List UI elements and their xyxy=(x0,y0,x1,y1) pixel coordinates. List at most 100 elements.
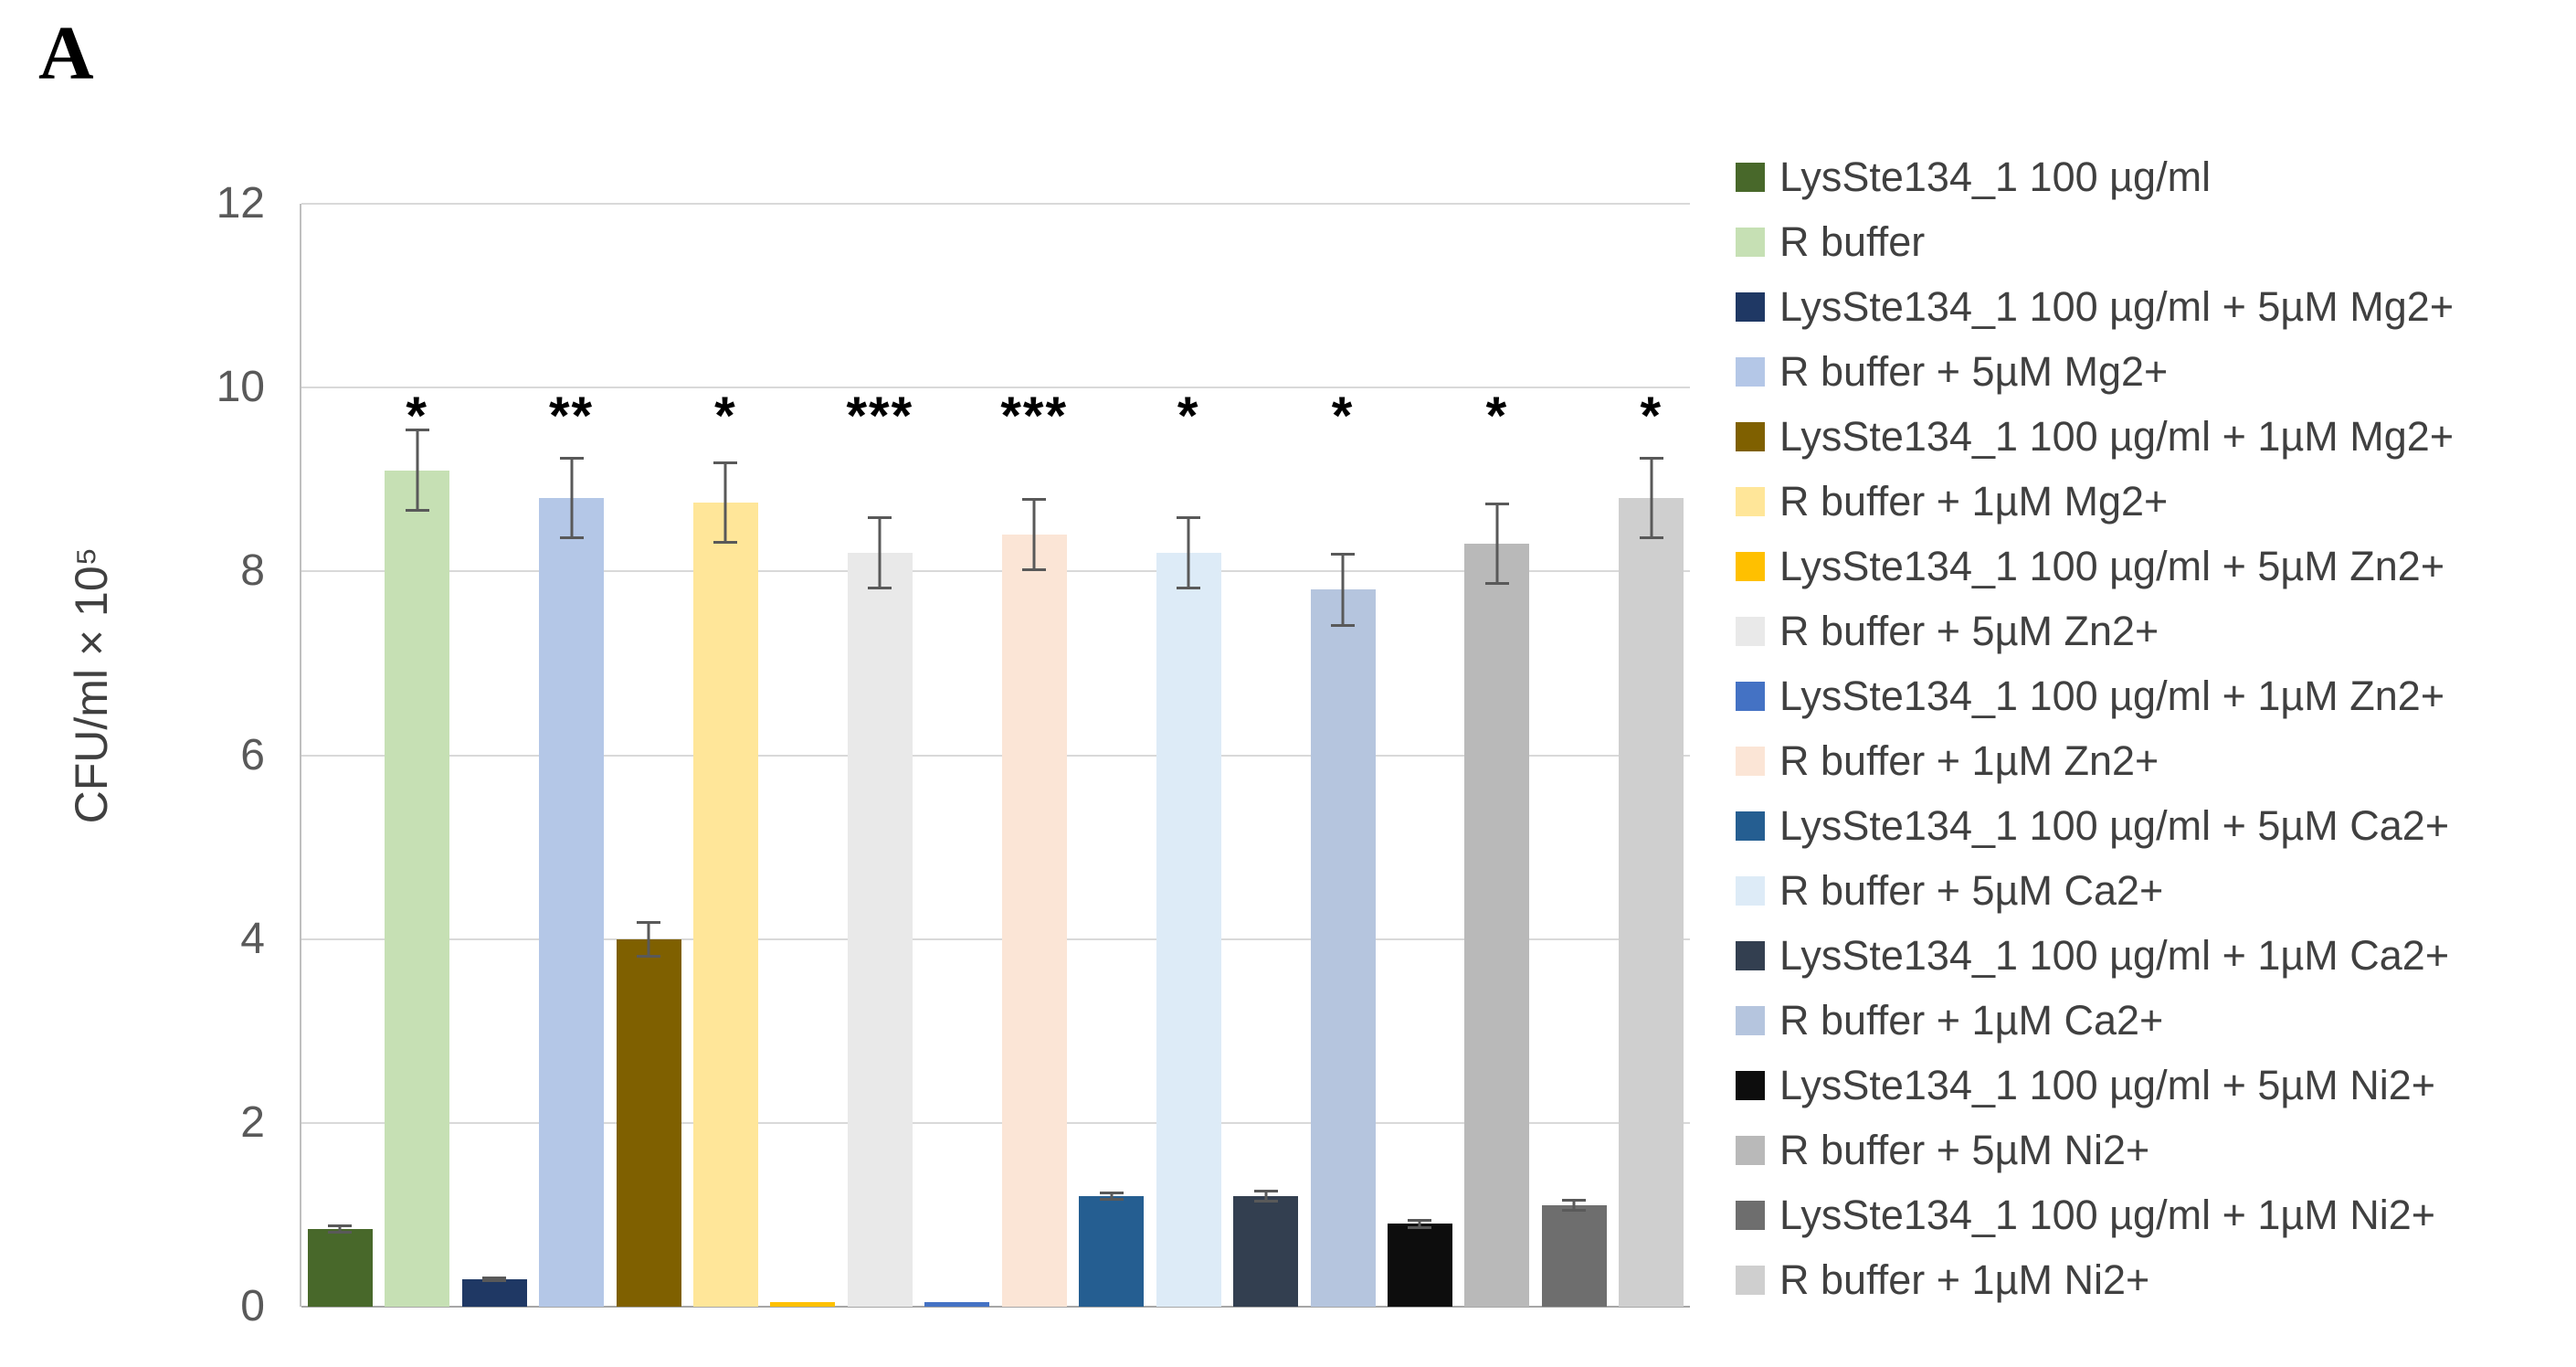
error-bar xyxy=(1562,1199,1587,1213)
error-bar-cap xyxy=(1562,1209,1587,1213)
error-bar-cap xyxy=(1331,623,1355,627)
error-bar-stem xyxy=(1495,502,1499,586)
legend-item: R buffer + 1µM Mg2+ xyxy=(1736,469,2454,534)
legend-label: LysSte134_1 100 µg/ml + 5µM Ca2+ xyxy=(1779,801,2450,849)
legend-swatch xyxy=(1736,1265,1765,1295)
bar-11 xyxy=(1079,1196,1145,1307)
bar-5 xyxy=(616,938,681,1307)
error-bar-stem xyxy=(1418,1219,1421,1229)
error-bar-cap xyxy=(637,954,660,958)
legend-label: LysSte134_1 100 µg/ml + 1µM Ni2+ xyxy=(1779,1191,2436,1238)
legend-item: LysSte134_1 100 µg/ml + 5µM Mg2+ xyxy=(1736,274,2454,339)
legend-label: R buffer + 5µM Mg2+ xyxy=(1779,347,2169,395)
legend-swatch xyxy=(1736,616,1765,646)
y-tick-label: 6 xyxy=(240,730,265,779)
legend-label: R buffer xyxy=(1779,217,1926,265)
y-tick-label: 4 xyxy=(240,914,265,963)
legend-swatch xyxy=(1736,1200,1765,1230)
legend-item: LysSte134_1 100 µg/ml + 1µM Ca2+ xyxy=(1736,923,2454,988)
gridline xyxy=(301,1121,1690,1124)
legend-swatch xyxy=(1736,291,1765,322)
legend-swatch xyxy=(1736,1135,1765,1165)
gridline xyxy=(301,754,1690,757)
legend-label: LysSte134_1 100 µg/ml + 1µM Zn2+ xyxy=(1779,672,2445,719)
error-bar-stem xyxy=(416,429,419,512)
significance-annotation: * xyxy=(714,386,737,446)
legend-item: LysSte134_1 100 µg/ml + 5µM Zn2+ xyxy=(1736,534,2454,599)
bar-10 xyxy=(1001,535,1067,1307)
error-bar xyxy=(1022,497,1047,572)
legend-item: LysSte134_1 100 µg/ml + 5µM Ca2+ xyxy=(1736,793,2454,858)
error-bar-stem xyxy=(1032,497,1036,572)
legend-item: R buffer + 1µM Ni2+ xyxy=(1736,1247,2454,1312)
legend-label: R buffer + 5µM Ca2+ xyxy=(1779,866,2164,914)
y-tick-label: 2 xyxy=(240,1097,265,1147)
legend-label: R buffer + 1µM Zn2+ xyxy=(1779,736,2159,784)
error-bar-cap xyxy=(1484,582,1509,586)
plot-area: * ** * *** *** * * * * xyxy=(300,203,1690,1308)
error-bar-stem xyxy=(1650,456,1653,540)
error-bar-stem xyxy=(492,1276,496,1282)
gridline xyxy=(301,203,1690,205)
bar-18 xyxy=(1619,497,1684,1307)
legend-item: LysSte134_1 100 µg/ml + 5µM Ni2+ xyxy=(1736,1053,2454,1118)
error-bar-cap xyxy=(559,536,584,540)
error-bar-stem xyxy=(1187,516,1190,590)
legend-swatch xyxy=(1736,811,1765,841)
significance-annotation: * xyxy=(1331,386,1355,446)
legend-label: LysSte134_1 100 µg/ml + 5µM Mg2+ xyxy=(1779,282,2455,330)
legend-label: R buffer + 5µM Ni2+ xyxy=(1779,1126,2150,1173)
gridline xyxy=(301,570,1690,573)
legend-swatch xyxy=(1736,486,1765,516)
legend-swatch xyxy=(1736,227,1765,257)
legend-swatch xyxy=(1736,551,1765,581)
error-bar-cap xyxy=(1099,1198,1124,1202)
bar-8 xyxy=(847,553,913,1307)
error-bar-cap xyxy=(482,1278,507,1282)
legend-swatch xyxy=(1736,356,1765,387)
legend-label: LysSte134_1 100 µg/ml + 5µM Ni2+ xyxy=(1779,1061,2436,1108)
error-bar-cap xyxy=(328,1230,353,1234)
legend-swatch xyxy=(1736,875,1765,906)
error-bar-cap xyxy=(713,541,738,545)
error-bar-stem xyxy=(1572,1199,1576,1213)
legend-item: LysSte134_1 100 µg/ml + 1µM Ni2+ xyxy=(1736,1182,2454,1247)
error-bar xyxy=(1331,553,1355,627)
error-bar-cap xyxy=(405,508,429,512)
significance-annotation: * xyxy=(406,386,428,446)
bar-16 xyxy=(1464,544,1530,1307)
error-bar xyxy=(405,429,429,512)
legend-swatch xyxy=(1736,1005,1765,1035)
y-tick-label: 12 xyxy=(216,179,265,228)
error-bar-cap xyxy=(1177,587,1201,590)
bar-12 xyxy=(1156,553,1221,1307)
legend-item: LysSte134_1 100 µg/ml + 1µM Zn2+ xyxy=(1736,663,2454,728)
error-bar-stem xyxy=(1110,1192,1114,1202)
error-bar xyxy=(559,456,584,540)
error-bar xyxy=(1253,1190,1278,1203)
significance-annotation: *** xyxy=(1000,386,1069,446)
y-tick-label: 8 xyxy=(240,546,265,596)
legend-item: LysSte134_1 100 µg/ml xyxy=(1736,144,2454,209)
bar-14 xyxy=(1310,589,1376,1307)
legend-label: LysSte134_1 100 µg/ml + 5µM Zn2+ xyxy=(1779,542,2445,589)
legend-label: LysSte134_1 100 µg/ml + 1µM Ca2+ xyxy=(1779,931,2450,979)
significance-annotation: * xyxy=(1640,386,1663,446)
y-tick-label: 10 xyxy=(216,363,265,412)
legend-swatch xyxy=(1736,1070,1765,1100)
error-bar xyxy=(1099,1192,1124,1202)
error-bar-cap xyxy=(868,587,892,590)
error-bar-stem xyxy=(1264,1190,1268,1203)
y-axis-title: CFU/ml × 10⁵ xyxy=(66,546,117,824)
legend-item: R buffer + 5µM Zn2+ xyxy=(1736,599,2454,663)
gridline xyxy=(301,938,1690,940)
legend-swatch xyxy=(1736,746,1765,776)
legend-item: R buffer + 1µM Zn2+ xyxy=(1736,728,2454,793)
significance-annotation: ** xyxy=(548,386,595,446)
significance-annotation: * xyxy=(1485,386,1509,446)
legend-label: LysSte134_1 100 µg/ml xyxy=(1779,153,2212,200)
legend-swatch xyxy=(1736,681,1765,711)
error-bar-stem xyxy=(878,516,882,590)
error-bar-stem xyxy=(723,461,727,545)
legend-swatch xyxy=(1736,162,1765,192)
